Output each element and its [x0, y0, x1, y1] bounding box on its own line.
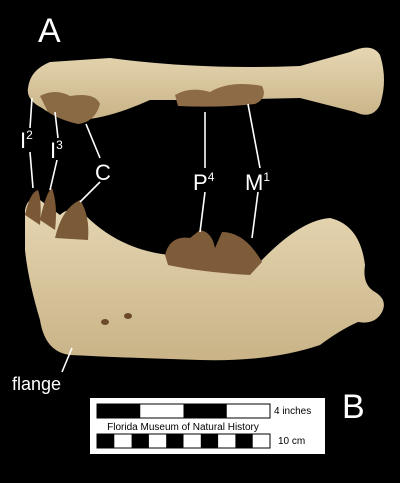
pointer-lines [29, 97, 261, 373]
panel-label: A [38, 12, 61, 50]
lower-jaw [25, 188, 384, 361]
tooth-label: P4 [193, 170, 215, 195]
scale-label: 4 inches [274, 406, 311, 417]
scale-segment [97, 404, 141, 418]
scale-segment [166, 434, 184, 448]
tooth-label: M1 [245, 170, 270, 195]
scale-segment [131, 434, 149, 448]
scale-segment [183, 404, 227, 418]
tooth-label: I2 [20, 128, 33, 153]
feature-label: flange [12, 374, 61, 394]
panel-label: B [342, 388, 365, 426]
scale-segment [97, 434, 115, 448]
tooth-label: C [95, 160, 111, 185]
scale-bar: 4 inches Florida Museum of Natural Histo… [90, 398, 325, 454]
tooth-label: I3 [50, 138, 63, 163]
scale-segment [200, 434, 219, 448]
scale-segment [235, 434, 253, 448]
scale-label: Florida Museum of Natural History [107, 422, 259, 433]
scale-label: 10 cm [278, 436, 305, 447]
